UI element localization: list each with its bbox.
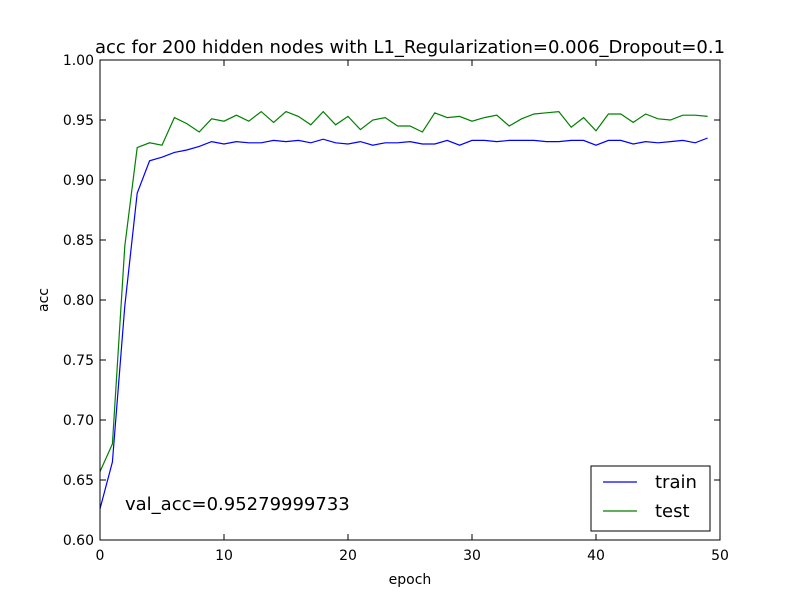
legend: train test [590, 465, 711, 532]
y-tick-label: 0.70 [63, 413, 94, 429]
x-axis-label: epoch [389, 572, 432, 588]
x-tick-label: 30 [463, 548, 481, 564]
legend-label-test: test [655, 501, 690, 522]
y-tick-label: 1.00 [63, 53, 94, 69]
y-tick-label: 0.65 [63, 473, 94, 489]
x-tick-label: 10 [215, 548, 233, 564]
legend-label-train: train [655, 472, 697, 493]
y-tick-label: 0.90 [63, 173, 94, 189]
x-tick-label: 0 [96, 548, 105, 564]
chart-title: acc for 200 hidden nodes with L1_Regular… [95, 37, 725, 58]
y-tick-label: 0.75 [63, 353, 94, 369]
legend-box [590, 465, 711, 532]
series-line-test [99, 110, 708, 472]
series-line-train [99, 137, 708, 509]
y-tick-label: 0.85 [63, 233, 94, 249]
y-axis-label: acc [36, 288, 52, 312]
val-acc-annotation: val_acc=0.95279999733 [125, 494, 350, 515]
plot-area: 0 10 20 30 40 50 0.60 0.65 0.70 0.75 0.80 0.85 0.90 0… [63, 53, 729, 564]
y-tick-label: 0.60 [63, 533, 94, 549]
y-tick-label: 0.80 [63, 293, 94, 309]
x-tick-label: 20 [339, 548, 357, 564]
x-tick-label: 40 [587, 548, 605, 564]
x-tick-label: 50 [711, 548, 729, 564]
y-tick-label: 0.95 [63, 113, 94, 129]
